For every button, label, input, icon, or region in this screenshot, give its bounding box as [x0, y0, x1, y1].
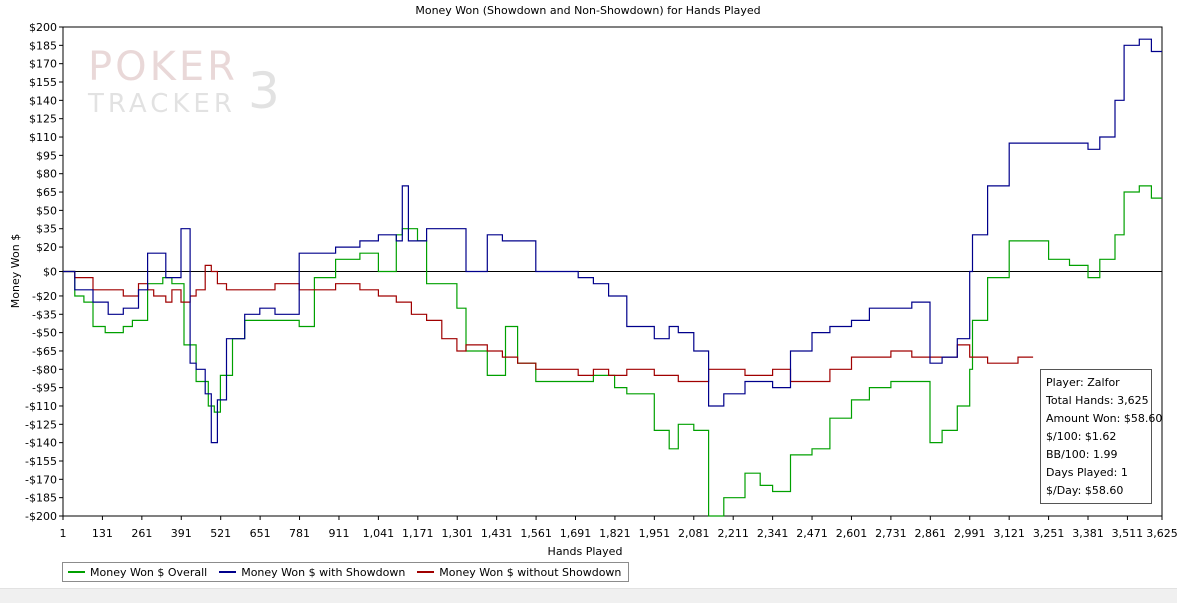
y-tick-label: $200 [29, 21, 57, 34]
legend-label-non-showdown: Money Won $ without Showdown [439, 566, 621, 579]
series-line-2 [63, 265, 1033, 381]
x-tick-label: 1 [60, 527, 67, 540]
y-tick-label: -$35 [32, 308, 57, 321]
player-stats-box: Player: Zalfor Total Hands: 3,625 Amount… [1040, 369, 1152, 504]
y-tick-label: $125 [29, 113, 57, 126]
y-tick-label: $110 [29, 131, 57, 144]
x-tick-label: 1,821 [599, 527, 631, 540]
y-axis-label: Money Won $ [9, 234, 22, 308]
legend-swatch-showdown [219, 571, 236, 573]
stat-days-played: Days Played: 1 [1046, 464, 1151, 482]
y-tick-label: $185 [29, 39, 57, 52]
y-tick-label: -$20 [32, 290, 57, 303]
stat-dollars-per-100: $/100: $1.62 [1046, 428, 1151, 446]
series-line-0 [63, 186, 1162, 516]
x-tick-label: 2,211 [717, 527, 749, 540]
stat-amount-won: Amount Won: $58.60 [1046, 410, 1151, 428]
x-tick-label: 781 [289, 527, 310, 540]
watermark-line2: TRACKER [87, 89, 236, 119]
y-tick-label: -$65 [32, 345, 57, 358]
watermark-numeral: 3 [248, 62, 280, 120]
x-tick-label: 1,301 [441, 527, 473, 540]
x-tick-label: 911 [328, 527, 349, 540]
legend-item-showdown: Money Won $ with Showdown [219, 566, 405, 579]
y-tick-label: -$140 [25, 437, 57, 450]
x-axis: 1 131 261 391 521 651 781 911 1,041 1,171 1,301 1,4… [60, 516, 1177, 540]
x-tick-label: 261 [131, 527, 152, 540]
x-tick-label: 1,041 [363, 527, 395, 540]
x-tick-label: 2,341 [757, 527, 789, 540]
y-tick-label: -$170 [25, 473, 57, 486]
y-axis: $200 $185 $170 $155 $140 $125 $110 $95 $80 $65 $50… [25, 21, 63, 523]
legend-item-overall: Money Won $ Overall [68, 566, 207, 579]
y-tick-label: $0 [43, 266, 57, 279]
y-tick-label: $65 [36, 186, 57, 199]
stat-dollars-per-day: $/Day: $58.60 [1046, 482, 1151, 500]
watermark-line1: POKER [88, 44, 238, 90]
x-tick-label: 1,691 [560, 527, 592, 540]
x-tick-label: 2,081 [678, 527, 710, 540]
stat-bb-per-100: BB/100: 1.99 [1046, 446, 1151, 464]
x-tick-label: 3,381 [1072, 527, 1104, 540]
x-tick-label: 651 [250, 527, 271, 540]
stat-player: Player: Zalfor [1046, 374, 1151, 392]
y-tick-label: -$185 [25, 492, 57, 505]
x-tick-label: 521 [210, 527, 231, 540]
y-tick-label: -$50 [32, 327, 57, 340]
footer-strip [0, 588, 1177, 603]
x-tick-label: 1,171 [402, 527, 434, 540]
x-tick-label: 2,471 [796, 527, 828, 540]
x-tick-label: 2,731 [875, 527, 907, 540]
x-tick-label: 3,251 [1033, 527, 1065, 540]
x-tick-label: 2,861 [915, 527, 947, 540]
chart-legend: Money Won $ Overall Money Won $ with Sho… [62, 562, 629, 582]
legend-label-overall: Money Won $ Overall [90, 566, 207, 579]
y-tick-label: -$80 [32, 363, 57, 376]
y-tick-label: $50 [36, 204, 57, 217]
y-tick-label: $95 [36, 149, 57, 162]
y-tick-label: -$95 [32, 382, 57, 395]
watermark: POKER TRACKER 3 [87, 44, 280, 120]
y-tick-label: -$155 [25, 455, 57, 468]
x-tick-label: 391 [171, 527, 192, 540]
y-tick-label: $140 [29, 94, 57, 107]
y-tick-label: $80 [36, 168, 57, 181]
legend-item-non-showdown: Money Won $ without Showdown [417, 566, 621, 579]
y-tick-label: $20 [36, 241, 57, 254]
x-axis-label: Hands Played [548, 545, 623, 558]
x-tick-label: 3,121 [993, 527, 1025, 540]
x-tick-label: 3,625 [1146, 527, 1177, 540]
chart: Money Won (Showdown and Non-Showdown) fo… [0, 0, 1177, 560]
x-tick-label: 2,601 [836, 527, 868, 540]
chart-title: Money Won (Showdown and Non-Showdown) fo… [415, 4, 760, 17]
x-tick-label: 131 [92, 527, 113, 540]
stat-total-hands: Total Hands: 3,625 [1046, 392, 1151, 410]
y-tick-label: -$125 [25, 418, 57, 431]
y-tick-label: -$200 [25, 510, 57, 523]
y-tick-label: $170 [29, 58, 57, 71]
x-tick-label: 3,511 [1112, 527, 1144, 540]
y-tick-label: $155 [29, 76, 57, 89]
x-tick-label: 2,991 [954, 527, 986, 540]
legend-swatch-overall [68, 571, 85, 573]
legend-swatch-non-showdown [417, 571, 434, 573]
legend-label-showdown: Money Won $ with Showdown [241, 566, 405, 579]
x-tick-label: 1,561 [520, 527, 552, 540]
x-tick-label: 1,951 [639, 527, 671, 540]
y-tick-label: -$110 [25, 400, 57, 413]
y-tick-label: $35 [36, 223, 57, 236]
x-tick-label: 1,431 [481, 527, 513, 540]
